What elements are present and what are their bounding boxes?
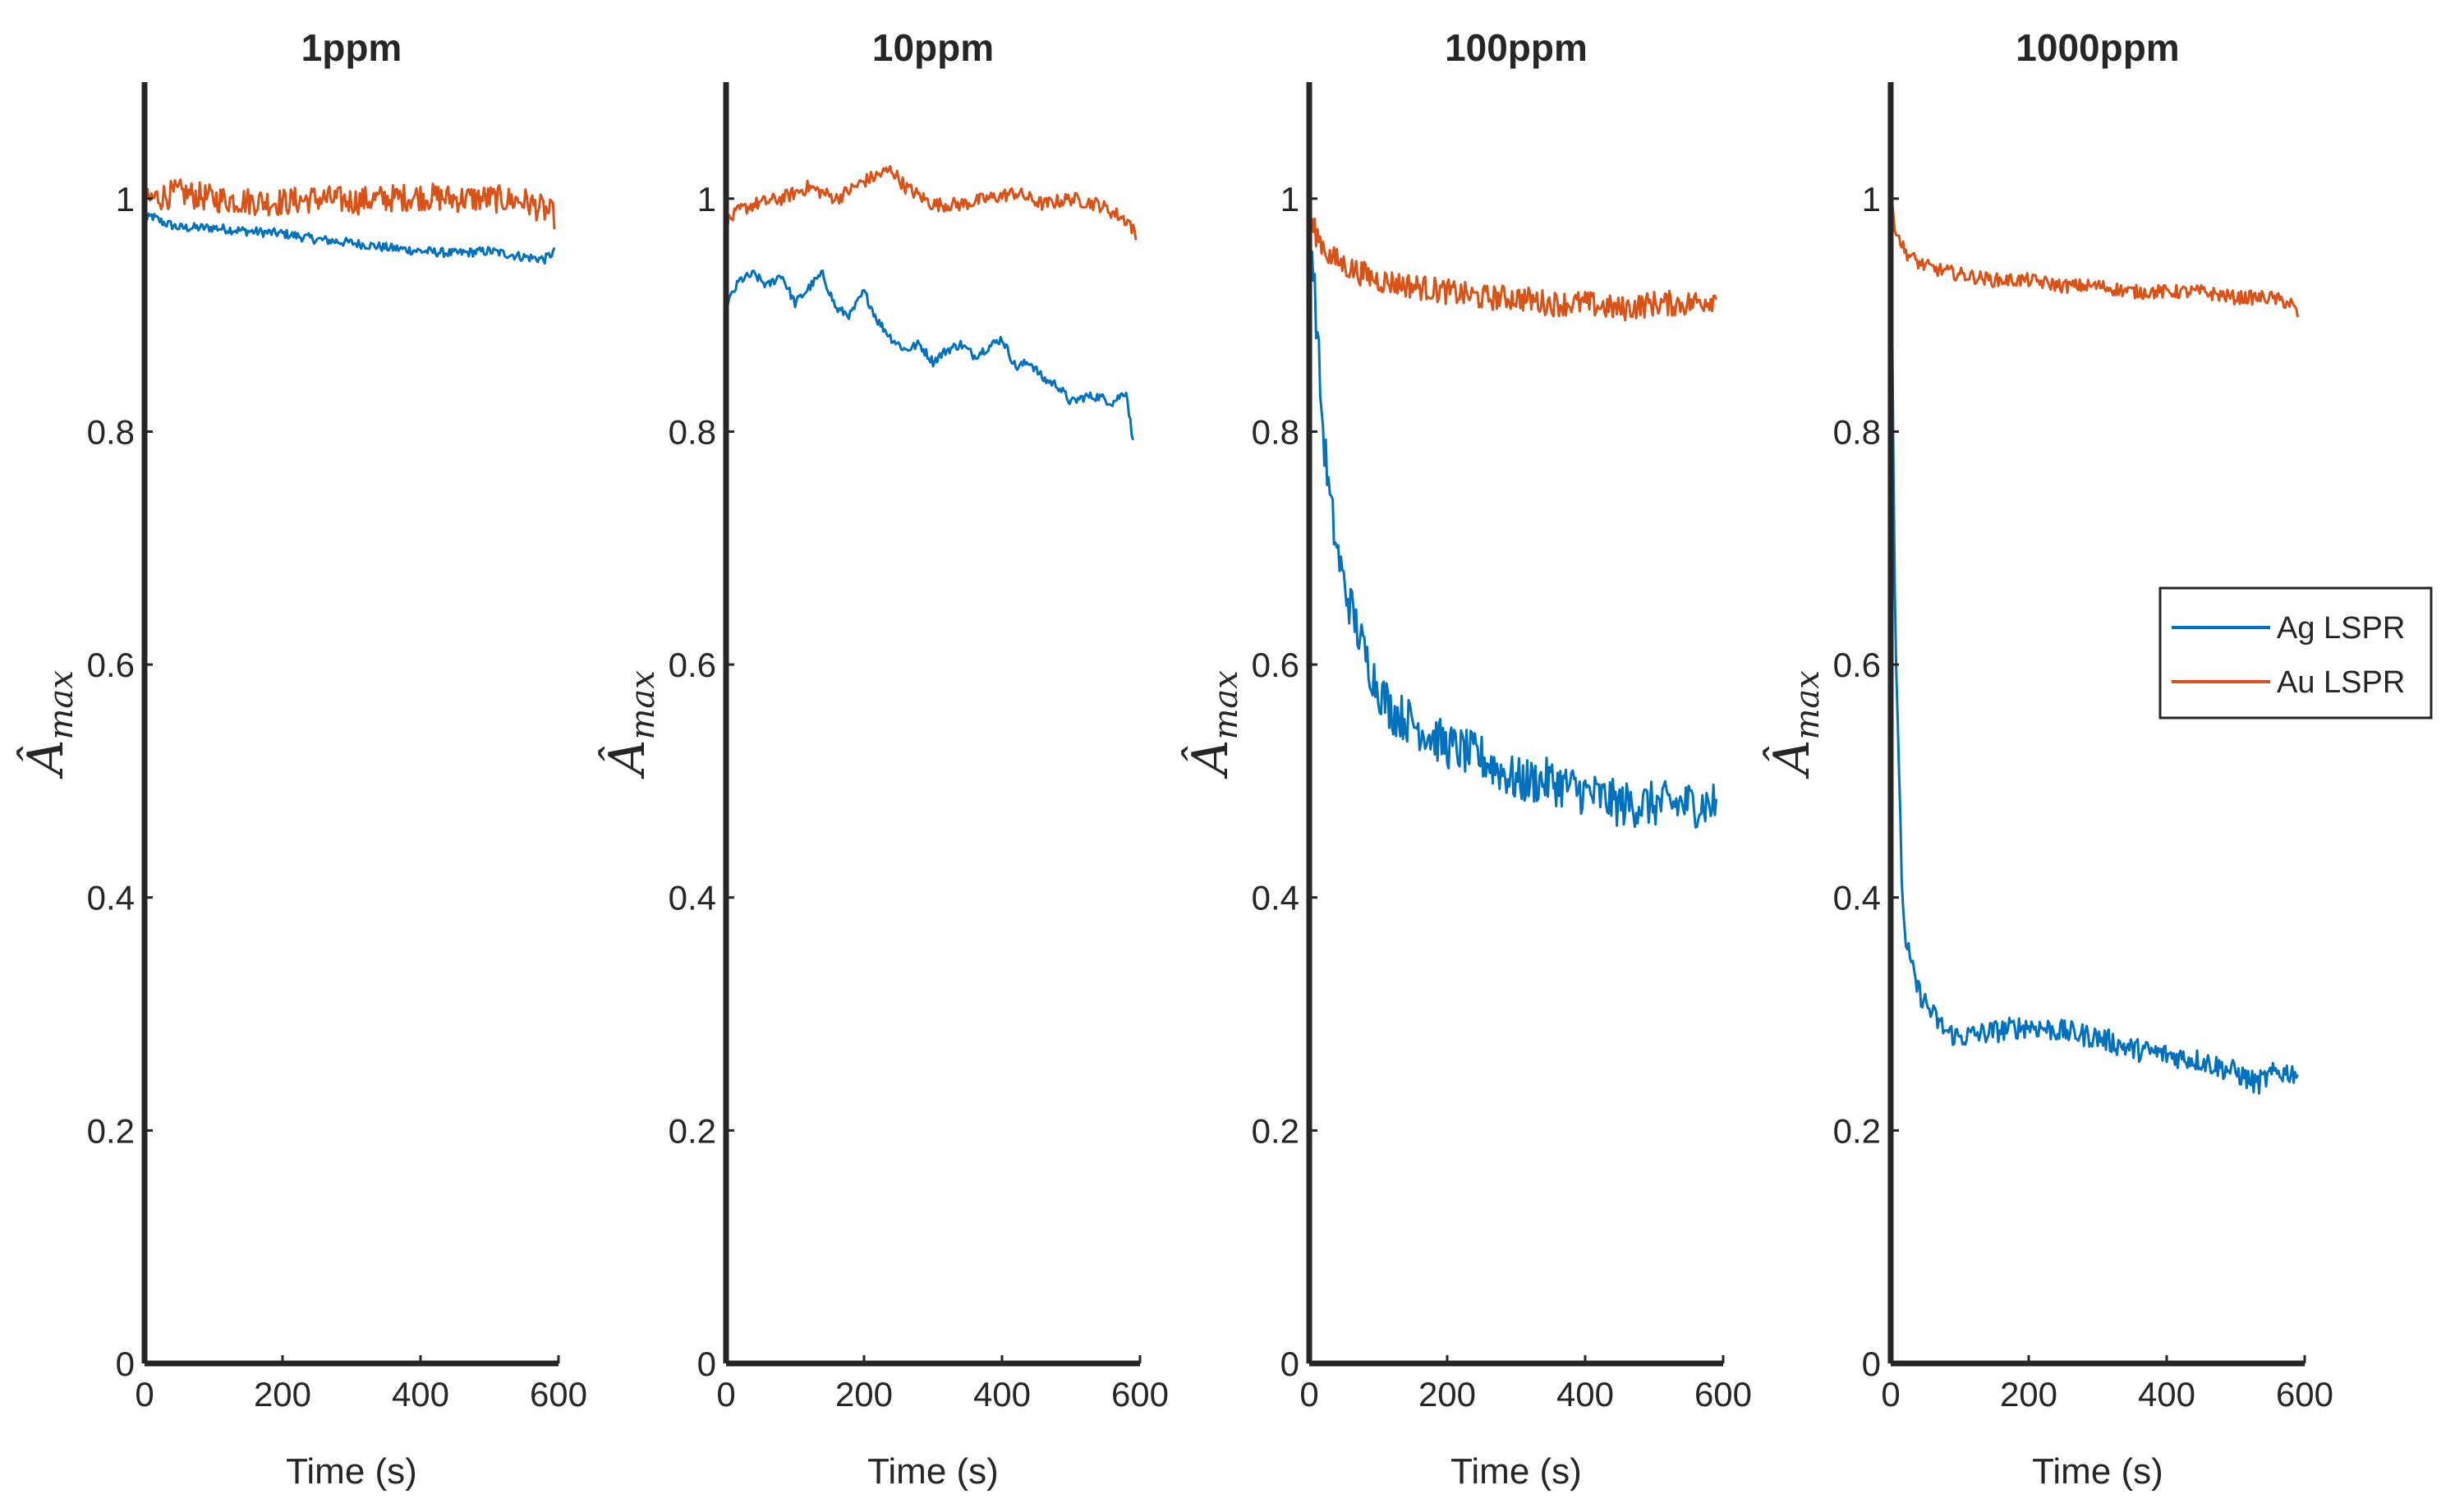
y-tick-label: 0.4 [87,879,135,917]
panel-1ppm: 0 0.2 0.4 0.6 0.8 1 0 200 400 600 1ppm Time (s) Âmax [16,26,587,1492]
x-tick-label: 600 [1694,1375,1752,1414]
series-line-au-lspr [143,178,556,230]
y-tick-label: 0.2 [87,1111,135,1150]
x-axis-label: Time (s) [286,1451,417,1492]
x-tick-label: 600 [2276,1375,2333,1414]
y-tick-label: 0.8 [1833,412,1881,451]
y-axis-label: Âmax [598,670,662,779]
x-tick-label: 400 [2138,1375,2195,1414]
y-axis-label: Âmax [1181,670,1245,779]
y-tick-label: 0.8 [87,412,135,451]
panel-100ppm: 0 0.2 0.4 0.6 0.8 1 0 200 400 600 100ppm Time (s) Âm… [1181,26,1752,1492]
panel-title: 100ppm [1445,26,1588,69]
series-line-au-lspr [1308,217,1718,322]
x-axis-label: Time (s) [2032,1451,2163,1492]
x-tick-label: 200 [1418,1375,1476,1414]
panel-1000ppm: 0 0.2 0.4 0.6 0.8 1 0 200 400 600 1000ppm Time (s) Â… [1763,26,2333,1492]
x-axis-label: Time (s) [867,1451,999,1492]
y-tick-label: 0.2 [1252,1111,1299,1150]
x-tick-label: 400 [1556,1375,1614,1414]
x-tick-label: 400 [973,1375,1031,1414]
legend-label: Ag LSPR [2277,611,2405,646]
y-tick-label: 0.6 [87,646,135,684]
y-tick-label: 0.2 [1833,1111,1881,1150]
y-tick-label: 0.2 [669,1111,716,1150]
y-tick-label: 1 [697,180,716,218]
y-tick-label: 0 [697,1345,716,1383]
series-line-ag-lspr [1889,209,2299,1095]
y-tick-label: 0 [1280,1345,1299,1383]
legend-label: Au LSPR [2277,665,2405,700]
series-line-au-lspr [724,164,1138,241]
x-tick-label: 200 [254,1375,311,1414]
series-line-au-lspr [1889,197,2300,318]
y-tick-label: 0.6 [1833,646,1881,684]
x-tick-label: 600 [530,1375,587,1414]
x-tick-label: 600 [1111,1375,1169,1414]
panel-title: 10ppm [872,26,994,69]
y-tick-label: 0.8 [1252,412,1299,451]
series-line-ag-lspr [143,212,556,265]
x-tick-label: 200 [835,1375,893,1414]
y-tick-label: 1 [1280,180,1299,218]
y-tick-label: 0.4 [1833,879,1881,917]
y-tick-label: 0 [116,1345,135,1383]
y-tick-label: 0.4 [1252,879,1299,917]
y-tick-label: 1 [116,180,135,218]
y-axis-label: Âmax [1763,670,1827,779]
y-tick-label: 0.8 [669,412,716,451]
x-tick-label: 0 [1881,1375,1900,1414]
panel-10ppm: 0 0.2 0.4 0.6 0.8 1 0 200 400 600 10ppm Time (s) Âma… [598,26,1169,1492]
series-line-ag-lspr [724,229,1135,441]
y-tick-label: 0.4 [669,879,716,917]
panel-title: 1ppm [301,26,402,69]
x-tick-label: 400 [392,1375,449,1414]
series-line-ag-lspr [1308,227,1718,829]
panel-title: 1000ppm [2016,26,2179,69]
y-tick-label: 0.6 [1252,646,1299,684]
legend: Ag LSPR Au LSPR [2158,586,2433,720]
x-tick-label: 200 [2000,1375,2057,1414]
y-tick-label: 0.6 [669,646,716,684]
x-tick-label: 0 [716,1375,735,1414]
legend-box [2158,586,2433,720]
x-tick-label: 0 [135,1375,154,1414]
y-axis-label: Âmax [16,670,80,779]
y-tick-label: 0 [1862,1345,1881,1383]
y-tick-label: 1 [1862,180,1881,218]
panels: 0 0.2 0.4 0.6 0.8 1 0 200 400 600 1ppm Time (s) Âmax… [16,26,2333,1492]
x-axis-label: Time (s) [1450,1451,1582,1492]
x-tick-label: 0 [1299,1375,1318,1414]
